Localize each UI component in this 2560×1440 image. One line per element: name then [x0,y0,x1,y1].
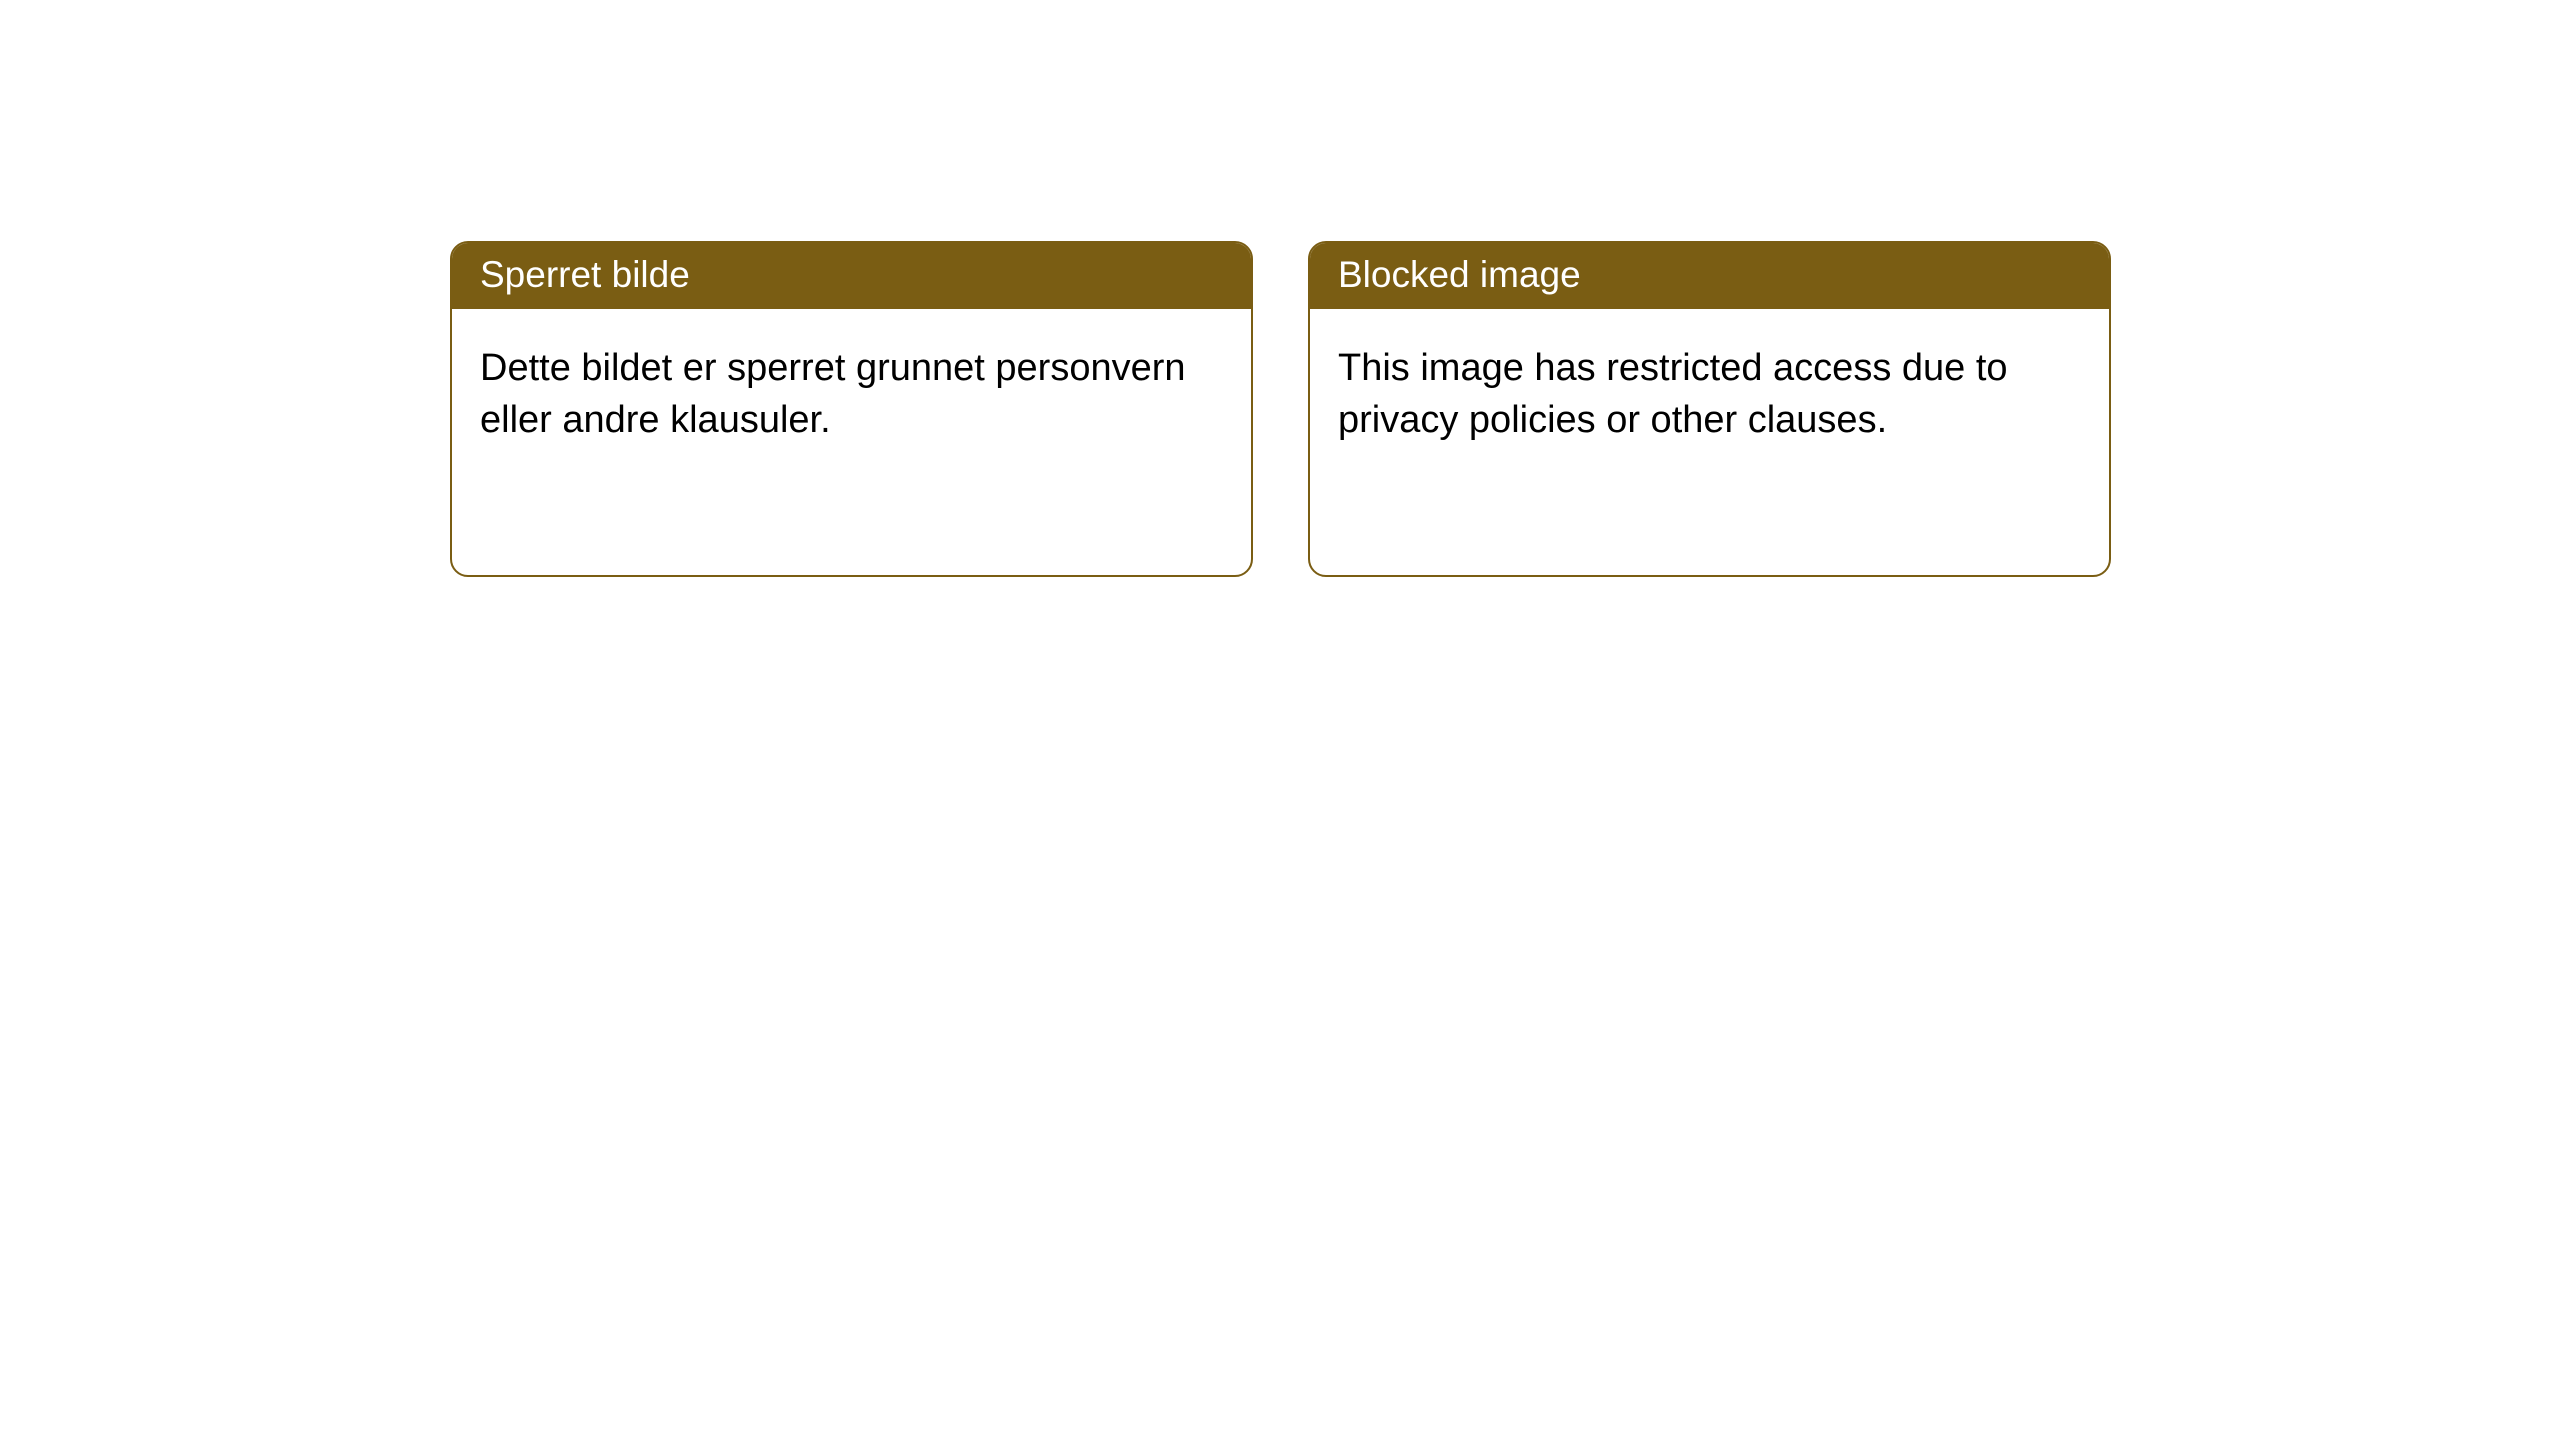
blocked-image-card-no: Sperret bilde Dette bildet er sperret gr… [450,241,1253,577]
card-title-en: Blocked image [1310,243,2109,309]
notice-cards-container: Sperret bilde Dette bildet er sperret gr… [450,241,2560,577]
blocked-image-card-en: Blocked image This image has restricted … [1308,241,2111,577]
card-title-no: Sperret bilde [452,243,1251,309]
card-body-en: This image has restricted access due to … [1310,309,2109,480]
card-body-no: Dette bildet er sperret grunnet personve… [452,309,1251,480]
